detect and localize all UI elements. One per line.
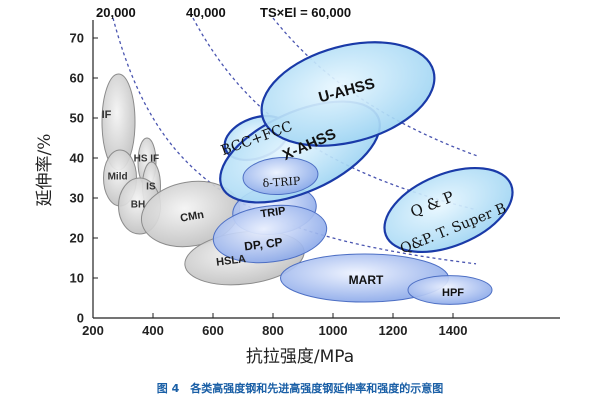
x-tick-label-1400: 1400 [439,323,468,338]
label-hsla: HSLA [216,253,247,269]
label-hs-if: HS IF [134,154,160,165]
x-tick-label-200: 200 [82,323,104,338]
x-tick-label-600: 600 [202,323,224,338]
y-tick-label-10: 10 [70,271,84,286]
y-tick-label-50: 50 [70,111,84,126]
figure-caption: 图 4 各类高强度钢和先进高强度钢延伸率和强度的示意图 [156,382,444,395]
x-tick-label-800: 800 [262,323,284,338]
label-cmn: CMn [179,209,205,225]
axes: 200 400 600 800 1000 1200 1400 0 10 20 30 40 50 60 70 [70,20,560,338]
y-tick-label-20: 20 [70,231,84,246]
y-tick-label-70: 70 [70,31,84,46]
region-trip [242,156,319,196]
material-regions [101,41,514,305]
y-ticks: 0 10 20 30 40 50 60 70 [70,31,98,326]
label-trip: δ-TRIP [262,174,301,190]
y-tick-label-60: 60 [70,71,84,86]
label-hpf: HPF [442,287,464,299]
x-tick-label-1200: 1200 [379,323,408,338]
iso-label-40000: 40,000 [186,5,226,20]
x-tick-label-1000: 1000 [319,323,348,338]
y-tick-label-30: 30 [70,191,84,206]
x-tick-label-400: 400 [142,323,164,338]
x-axis-label: 抗拉强度/MPa [246,347,354,367]
region-u-ahss [260,41,436,147]
label-dp-cp: DP, CP [243,235,283,254]
label-mart: MART [349,273,384,287]
region-hpf [407,275,493,305]
region-dp-cp [212,204,328,264]
x-ticks: 200 400 600 800 1000 1200 1400 [82,313,467,338]
label-trip: TRIP [260,205,286,220]
iso-curve-60000 [272,17,478,157]
y-tick-label-0: 0 [77,311,84,326]
label-is: IS [146,182,156,193]
label-if: IF [102,109,112,121]
iso-label-60000: TS×El = 60,000 [260,5,351,20]
region-q-p [383,167,514,253]
label-mild: Mild [108,172,128,183]
iso-label-20000: 20,000 [96,5,136,20]
y-axis-label: 延伸率/% [35,134,55,207]
label-bh: BH [131,200,145,211]
y-tick-label-40: 40 [70,151,84,166]
